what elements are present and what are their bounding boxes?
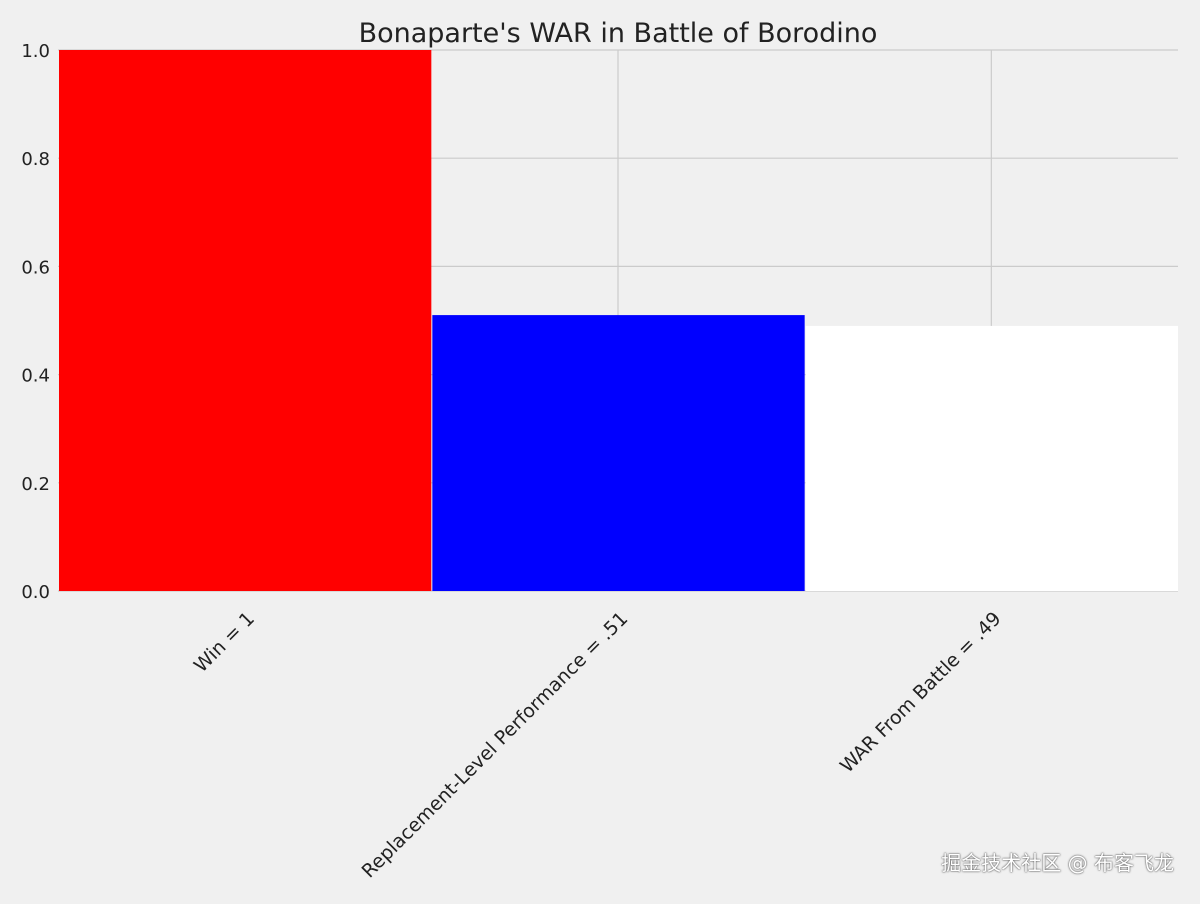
x-tick-label: WAR From Battle = .49: [836, 608, 1006, 778]
y-tick-label: 0.6: [21, 257, 50, 278]
x-tick-label: Replacement-Level Performance = .51: [358, 608, 633, 883]
y-tick-label: 0.4: [21, 366, 50, 387]
y-tick-label: 0.0: [21, 582, 50, 603]
y-tick-label: 0.8: [21, 149, 50, 170]
y-tick-label: 1.0: [21, 41, 50, 62]
x-tick-label: Win = 1: [190, 608, 259, 677]
bar: [59, 50, 431, 591]
watermark-text: 掘金技术社区 @ 布客飞龙: [941, 847, 1174, 876]
bar: [806, 326, 1178, 591]
y-tick-label: 0.2: [21, 474, 50, 495]
bar: [432, 315, 804, 591]
chart-title: Bonaparte's WAR in Battle of Borodino: [359, 18, 878, 49]
